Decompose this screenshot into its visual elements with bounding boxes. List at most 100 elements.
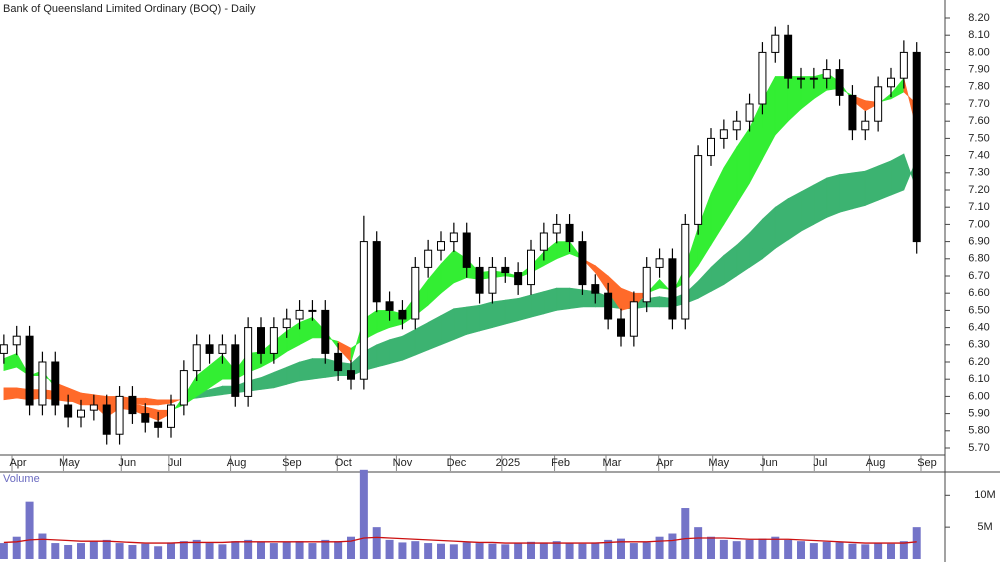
- candle-body: [758, 51, 767, 105]
- candle-body: [527, 249, 535, 286]
- x-tick-label: Jun: [760, 457, 778, 469]
- volume-bar: [694, 527, 703, 559]
- candle-body: [205, 344, 214, 354]
- candle-body: [347, 370, 355, 380]
- volume-bar: [244, 539, 253, 559]
- y-tick-label: 6.80: [968, 253, 989, 265]
- ribbon-segment: [299, 358, 313, 382]
- candle-body: [732, 120, 741, 131]
- volume-bar: [539, 542, 548, 559]
- candle-body: [154, 421, 163, 428]
- y-tick-label: 7.30: [968, 167, 989, 179]
- candle-body: [694, 155, 703, 225]
- candle-body: [822, 69, 831, 79]
- candle-body: [141, 413, 150, 423]
- y-tick-label: 6.30: [968, 339, 989, 351]
- ribbon-segment: [389, 335, 403, 365]
- candle-body: [848, 94, 857, 131]
- candle-body: [449, 232, 458, 243]
- candle-body: [424, 249, 433, 268]
- volume-bar: [475, 543, 484, 559]
- volume-bar: [629, 543, 638, 559]
- volume-bar: [912, 527, 921, 559]
- volume-bar: [141, 543, 150, 559]
- candle-body: [359, 241, 368, 380]
- x-tick-label: Apr: [656, 457, 673, 469]
- volume-bar: [218, 544, 227, 559]
- x-tick-label: Sep: [282, 457, 302, 469]
- x-tick-label: May: [708, 457, 729, 469]
- y-tick-label: 6.70: [968, 270, 989, 282]
- candle-body: [128, 395, 137, 415]
- candle-body: [115, 395, 124, 435]
- ribbon-segment: [826, 174, 840, 218]
- candle-body: [218, 344, 227, 354]
- candle-body: [501, 266, 510, 274]
- y-tick-label: 8.20: [968, 12, 989, 24]
- candle-body: [629, 301, 638, 337]
- volume-bar: [462, 542, 471, 559]
- candle-body: [707, 137, 715, 157]
- candle-body: [797, 77, 805, 80]
- ribbon-segment: [543, 287, 558, 315]
- volume-bar: [874, 543, 883, 559]
- candle-body: [488, 266, 497, 294]
- y-tick-label: 5.70: [968, 442, 989, 454]
- volume-bar: [282, 541, 291, 559]
- volume-bar: [347, 536, 355, 559]
- ribbon-segment: [492, 299, 506, 328]
- volume-bar: [527, 541, 535, 559]
- candle-body: [475, 266, 484, 294]
- volume-bar: [681, 508, 690, 559]
- candle-body: [398, 309, 407, 320]
- volume-bar: [501, 544, 510, 559]
- volume-bar: [308, 543, 317, 559]
- candle-body: [912, 51, 921, 243]
- volume-bar: [424, 543, 433, 559]
- volume-bar: [89, 541, 98, 559]
- volume-bar: [128, 544, 137, 559]
- candle-body: [231, 344, 240, 397]
- candle-body: [642, 266, 651, 303]
- volume-bar: [861, 544, 870, 559]
- ribbon-segment: [890, 153, 905, 196]
- candle-body: [861, 120, 870, 131]
- candle-body: [552, 223, 561, 234]
- volume-bar: [154, 546, 163, 559]
- y-tick-label: 7.90: [968, 64, 989, 76]
- y-tick-label: 6.50: [968, 304, 989, 316]
- ribbon-segment: [800, 184, 815, 232]
- y-tick-label: 6.60: [968, 287, 989, 299]
- ribbon-segment: [376, 339, 390, 368]
- volume-bar: [334, 541, 343, 559]
- candle-body: [809, 77, 818, 80]
- volume-bar: [578, 543, 587, 559]
- volume-bar: [784, 539, 793, 559]
- volume-bar: [617, 538, 625, 559]
- candle-body: [539, 232, 548, 251]
- y-tick-label: 5.80: [968, 425, 989, 437]
- candle-body: [25, 335, 34, 406]
- volume-bar: [321, 539, 330, 559]
- ribbon-segment: [466, 304, 480, 335]
- volume-bar: [449, 544, 458, 559]
- volume-bar: [797, 541, 805, 559]
- y-tick-label: 6.00: [968, 390, 989, 402]
- x-tick-label: Jul: [168, 457, 182, 469]
- volume-bar: [231, 541, 240, 559]
- candle-body: [295, 309, 304, 320]
- x-tick-label: Dec: [447, 457, 467, 469]
- volume-bar: [115, 543, 124, 559]
- volume-ma-line: [3, 536, 917, 544]
- ribbon-segment: [774, 198, 789, 250]
- volume-bar: [809, 543, 818, 559]
- volume-bar: [514, 543, 523, 559]
- y-tick-label: 6.10: [968, 373, 989, 385]
- candle-body: [385, 301, 394, 311]
- x-tick-label: Mar: [603, 457, 622, 469]
- volume-bar: [64, 544, 73, 559]
- candle-body: [681, 223, 690, 320]
- ribbon-segment: [852, 170, 866, 210]
- candle-body: [334, 352, 343, 372]
- candle-body: [411, 266, 420, 320]
